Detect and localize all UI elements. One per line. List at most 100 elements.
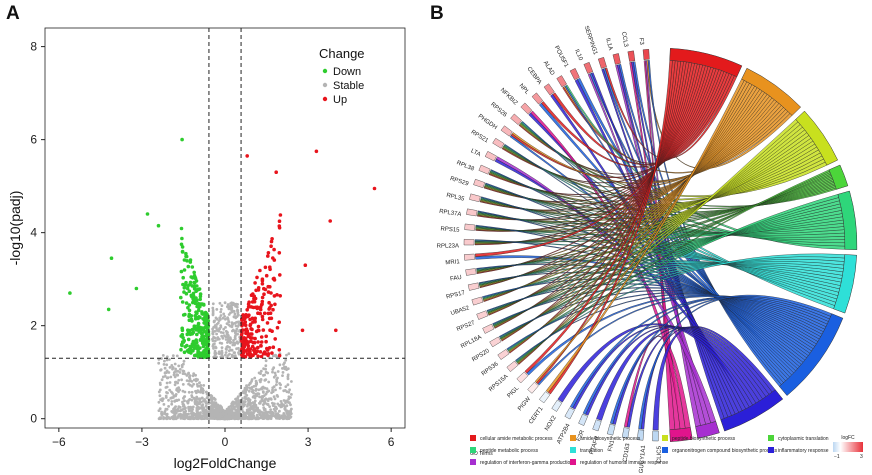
up-point [266, 311, 271, 316]
stable-point [220, 334, 224, 338]
stable-point [185, 400, 189, 403]
up-point [261, 328, 266, 332]
stable-point [172, 410, 176, 414]
up-point [241, 350, 246, 354]
highlight-point-up [314, 149, 319, 154]
up-point [258, 305, 263, 310]
gene-segment [473, 178, 486, 189]
gene-segment [597, 57, 607, 69]
stable-point [164, 407, 168, 411]
stable-point [223, 315, 227, 318]
stable-point [211, 302, 215, 306]
down-point [193, 276, 198, 281]
stable-point [170, 400, 174, 403]
logfc-colorbar: logFC −1 3 [833, 435, 863, 460]
stable-point [219, 325, 223, 329]
stable-point [247, 403, 251, 406]
stable-point [177, 406, 181, 409]
stable-point [252, 391, 256, 395]
stable-point [260, 398, 264, 402]
gene-label: POU5F1 [553, 45, 569, 69]
down-point [202, 349, 206, 353]
up-point [239, 333, 244, 337]
chord-ribbons [474, 60, 846, 431]
up-point [277, 224, 282, 228]
stable-point [261, 374, 265, 377]
go-legend-swatch [662, 447, 668, 453]
highlight-point-down [180, 137, 184, 142]
highlight-point-up [334, 328, 338, 333]
up-point [260, 282, 265, 286]
gene-segment [497, 349, 510, 360]
down-point [186, 284, 190, 288]
stable-point [224, 317, 227, 321]
stable-point [257, 371, 261, 375]
down-point [185, 343, 189, 348]
stable-point [198, 413, 201, 416]
down-point [195, 298, 199, 303]
stable-point [211, 413, 215, 416]
stable-point [216, 321, 220, 325]
stable-point [223, 301, 227, 305]
down-point [180, 326, 184, 331]
gene-label: RPL37A [439, 209, 462, 218]
stable-point [238, 405, 241, 408]
gene-segment [506, 360, 519, 372]
stable-point [285, 353, 288, 357]
gene-segment [510, 113, 522, 125]
stable-point [170, 402, 174, 406]
go-legend-swatch [662, 435, 668, 441]
stable-point [233, 312, 237, 316]
stable-point [173, 383, 177, 387]
stable-point [221, 331, 225, 335]
gene-segment [592, 419, 602, 432]
gene-label: RPL18A [460, 334, 483, 350]
up-point [243, 323, 248, 328]
up-point [262, 286, 266, 291]
stable-point [274, 409, 277, 413]
stable-point [286, 375, 290, 379]
gene-segment [556, 75, 567, 88]
down-point [196, 347, 200, 352]
gene-label: RPS15 [440, 226, 460, 233]
up-point [258, 268, 262, 273]
stable-point [178, 409, 182, 413]
stable-point [213, 349, 217, 353]
stable-point [163, 359, 166, 363]
highlight-point-up [372, 186, 377, 191]
go-legend-label: peptide biosynthetic process [672, 436, 736, 442]
stable-point [158, 394, 162, 398]
down-point [183, 312, 187, 317]
down-point [180, 249, 185, 254]
stable-point [277, 415, 281, 419]
gene-segment [484, 151, 497, 162]
stable-point [212, 347, 215, 350]
stable-point [211, 308, 215, 312]
stable-point [174, 380, 177, 384]
stable-point [249, 382, 252, 385]
stable-point [283, 414, 287, 417]
y-tick-label: 6 [30, 133, 37, 147]
stable-point [198, 400, 202, 404]
up-point [264, 339, 268, 344]
stable-point [167, 371, 171, 374]
stable-point [226, 340, 230, 343]
up-point [269, 239, 274, 244]
stable-point [189, 412, 193, 415]
stable-point [264, 367, 267, 371]
stable-point [259, 369, 263, 373]
gene-segment [543, 83, 555, 96]
highlight-point-up [274, 170, 279, 174]
legend-title: Change [319, 46, 365, 61]
stable-point [205, 390, 208, 394]
up-point [259, 343, 263, 348]
stable-point [227, 320, 231, 323]
gene-label: CERT1 [528, 406, 545, 426]
y-tick-label: 0 [30, 412, 37, 426]
stable-point [192, 397, 196, 400]
stable-point [227, 349, 231, 353]
stable-point [243, 415, 246, 419]
stable-point [165, 369, 169, 373]
stable-point [246, 408, 250, 412]
stable-point [180, 378, 184, 382]
